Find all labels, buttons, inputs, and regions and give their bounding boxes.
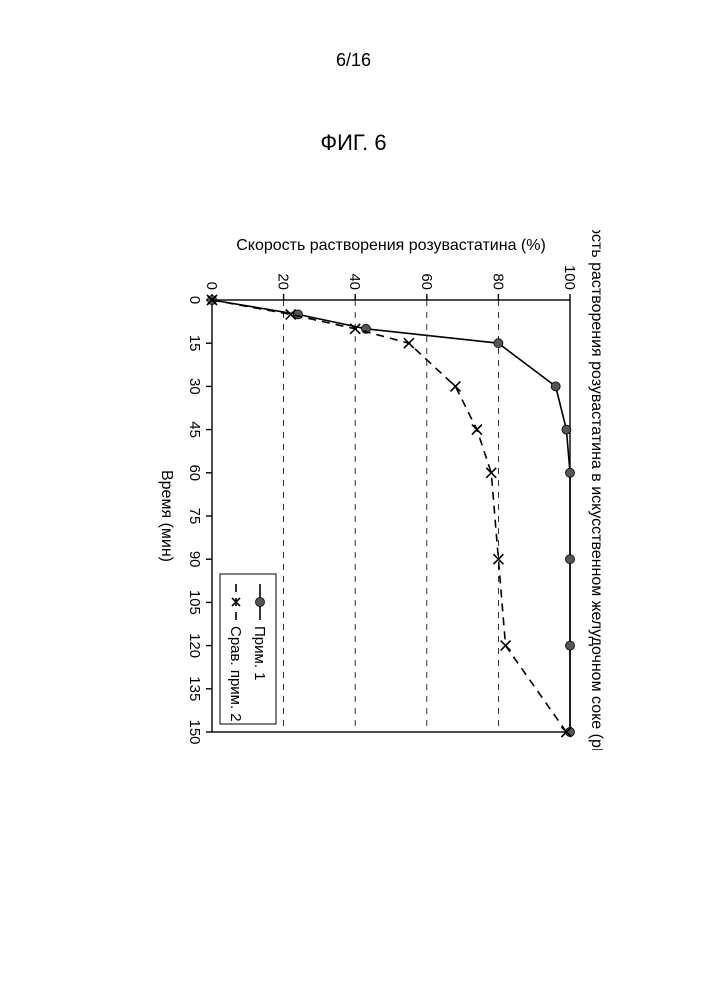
page-number: 6/16 — [0, 50, 707, 71]
svg-text:40: 40 — [346, 273, 363, 290]
svg-text:150: 150 — [186, 719, 203, 744]
svg-text:Время (мин): Время (мин) — [158, 470, 175, 562]
svg-text:100: 100 — [561, 265, 578, 290]
svg-text:20: 20 — [275, 273, 292, 290]
svg-text:80: 80 — [489, 273, 506, 290]
svg-text:105: 105 — [186, 590, 203, 615]
svg-text:Скорость растворения розуваста: Скорость растворения розувастатина в иск… — [588, 230, 605, 750]
svg-text:45: 45 — [186, 421, 203, 438]
svg-text:Срав. прим. 2: Срав. прим. 2 — [227, 626, 244, 722]
svg-text:Прим. 1: Прим. 1 — [251, 626, 268, 681]
svg-text:60: 60 — [186, 464, 203, 481]
svg-text:30: 30 — [186, 378, 203, 395]
svg-text:135: 135 — [186, 676, 203, 701]
figure-label: ФИГ. 6 — [0, 130, 707, 156]
svg-text:Скорость растворения розуваста: Скорость растворения розувастатина (%) — [236, 237, 546, 254]
svg-text:75: 75 — [186, 508, 203, 525]
svg-text:0: 0 — [203, 282, 220, 290]
svg-text:15: 15 — [186, 335, 203, 352]
svg-text:0: 0 — [186, 296, 203, 304]
dissolution-chart: Скорость растворения розувастатина в иск… — [90, 230, 610, 690]
svg-text:60: 60 — [418, 273, 435, 290]
svg-text:120: 120 — [186, 633, 203, 658]
svg-text:90: 90 — [186, 551, 203, 568]
